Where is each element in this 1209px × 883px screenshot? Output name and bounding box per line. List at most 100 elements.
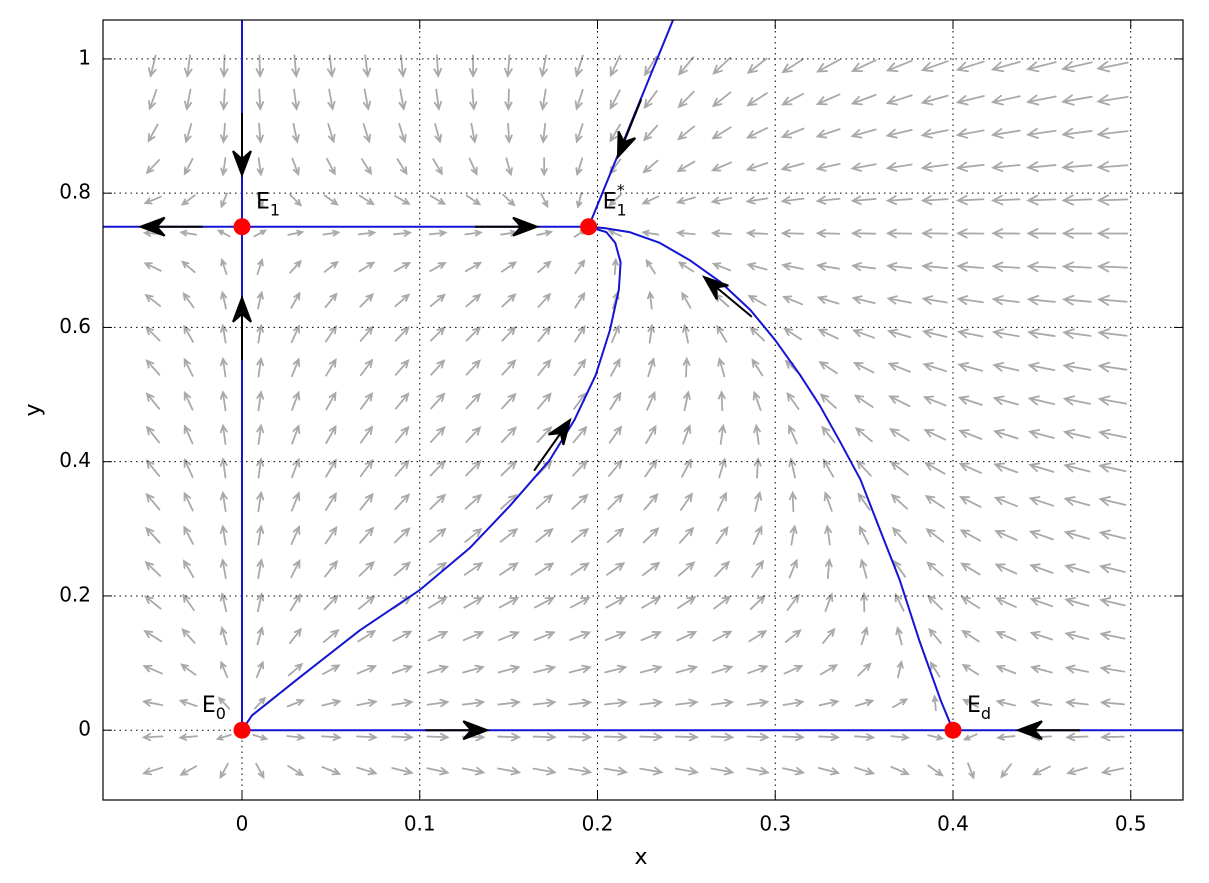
field-arrow	[956, 295, 984, 305]
field-arrow	[1096, 261, 1128, 273]
field-arrow	[220, 257, 228, 275]
field-arrow	[575, 123, 584, 144]
field-arrow	[716, 324, 728, 343]
y-tick-label: 0.2	[59, 582, 91, 606]
field-arrow	[500, 261, 518, 273]
flow-arrow	[232, 113, 252, 178]
field-arrow	[682, 323, 690, 344]
field-arrow	[924, 495, 945, 509]
field-arrow	[1025, 127, 1057, 139]
field-arrow	[955, 194, 985, 206]
field-arrow	[717, 390, 726, 412]
field-arrow	[860, 626, 869, 646]
field-arrow	[183, 324, 194, 343]
field-arrow	[1064, 698, 1089, 708]
field-arrow	[716, 491, 727, 512]
field-arrow	[394, 359, 410, 376]
field-arrow	[859, 558, 868, 579]
field-arrow	[888, 395, 911, 408]
x-tick-label: 0.3	[759, 812, 791, 836]
field-arrow	[1027, 395, 1056, 406]
field-arrow	[886, 295, 912, 305]
field-arrow	[568, 664, 592, 674]
field-arrow	[817, 328, 839, 340]
field-arrow	[430, 392, 446, 410]
x-tick-label: 0.5	[1115, 812, 1147, 836]
field-arrow	[180, 194, 196, 206]
field-arrow	[745, 127, 769, 139]
field-arrow	[712, 56, 732, 75]
field-arrow	[359, 492, 374, 511]
field-arrow	[575, 157, 584, 177]
field-arrow	[788, 457, 797, 479]
field-arrow	[647, 357, 656, 378]
field-arrow	[497, 664, 521, 674]
label-subscript: d	[981, 704, 991, 723]
field-arrow	[889, 460, 909, 476]
field-arrow	[885, 94, 913, 106]
field-arrow	[921, 295, 948, 305]
field-arrow	[256, 290, 264, 310]
field-arrow	[391, 698, 414, 707]
field-arrow	[885, 195, 913, 206]
field-arrow	[994, 529, 1018, 541]
field-arrow	[534, 596, 556, 609]
field-arrow	[746, 766, 770, 776]
field-arrow	[854, 766, 876, 776]
field-arrow	[429, 527, 447, 544]
field-arrow	[1061, 261, 1092, 273]
field-arrow	[642, 159, 659, 174]
field-arrow	[645, 424, 657, 445]
field-arrow	[358, 595, 376, 610]
field-arrow	[1061, 127, 1093, 139]
field-arrow	[850, 195, 877, 205]
field-arrow	[647, 323, 655, 344]
field-arrow	[256, 524, 265, 546]
field-arrow	[643, 124, 659, 142]
field-arrow	[463, 596, 484, 609]
field-arrow	[920, 161, 949, 172]
field-arrow	[1026, 261, 1057, 273]
field-arrow	[858, 525, 870, 545]
field-arrow	[640, 630, 663, 642]
field-arrow	[993, 496, 1018, 508]
field-arrow	[145, 359, 161, 376]
field-arrow	[468, 157, 478, 176]
field-arrow	[291, 357, 301, 378]
field-arrow	[1028, 496, 1055, 507]
field-arrow	[717, 357, 726, 378]
field-arrow	[216, 229, 231, 238]
field-arrow	[780, 92, 805, 106]
field-arrow	[677, 90, 695, 109]
field-arrow	[994, 597, 1017, 608]
y-tick-label: 1	[78, 45, 91, 69]
field-arrow	[147, 123, 159, 143]
field-arrow	[1096, 94, 1129, 106]
field-arrow	[1096, 127, 1129, 140]
field-arrow	[782, 766, 806, 776]
field-arrow	[504, 54, 513, 79]
field-arrow	[220, 356, 228, 378]
field-arrow	[358, 194, 375, 206]
point-label: Ed	[967, 693, 991, 723]
field-arrow	[359, 526, 375, 544]
field-arrow	[394, 293, 411, 308]
field-arrow	[183, 457, 194, 478]
field-arrow	[958, 429, 983, 440]
field-arrow	[1099, 630, 1126, 641]
field-arrow	[711, 126, 732, 140]
field-arrow	[1027, 428, 1055, 439]
field-arrow	[219, 524, 228, 546]
field-arrow	[1064, 664, 1090, 674]
field-arrow	[569, 630, 592, 641]
field-arrow	[292, 122, 300, 144]
field-arrow	[392, 630, 413, 642]
equilibrium-point	[944, 721, 962, 739]
field-arrow	[1100, 732, 1125, 742]
field-arrow	[181, 260, 196, 274]
field-arrow	[145, 392, 161, 410]
field-arrow	[498, 630, 521, 641]
field-arrow	[537, 260, 552, 274]
field-arrow	[183, 390, 194, 411]
